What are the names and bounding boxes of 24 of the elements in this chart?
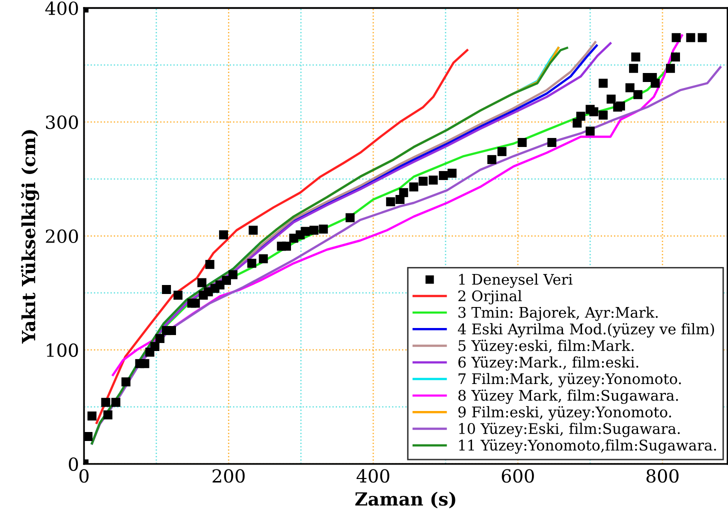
x-axis-title: Zaman (s) [355,492,456,508]
x-tick-label: 0 [79,469,89,483]
legend-label: 3 Tmin: Bajorek, Ayr:Mark. [458,306,658,321]
legend-label: 5 Yüzey:eski, film:Mark. [458,340,634,354]
line-series [96,49,468,424]
legend-label: 1 Deneysel Veri [459,274,572,288]
x-tick-label: 200 [212,469,245,483]
x-tick-label: 600 [502,469,534,483]
y-tick-label: 0 [68,457,78,472]
y-tick-label: 100 [46,343,78,358]
x-tick-label: 400 [356,469,390,483]
x-tick-label: 800 [646,469,679,483]
legend-label: 7 Film:Mark, yüzey:Yonomoto. [458,372,681,388]
y-tick-label: 300 [46,115,78,130]
legend-label: 4 Eski Ayrilma Mod.(yüzey ve film) [458,323,714,338]
legend-label: 6 Yüzey:Mark., film:eski. [458,356,638,371]
legend-label: 10 Yüzey:Eski, film:Sugawara. [459,422,680,438]
legend-label: 9 Film:eski, yüzey:Yonomoto. [458,406,672,420]
legend-label: 11 Yüzey:Yonomoto,film:Sugawara. [459,439,716,454]
y-tick-label: 400 [45,1,78,16]
y-axis-title: Yakıt Yükselkiği (cm) [20,130,40,344]
legend-label: 8 Yüzey Mark, film:Sugawara. [458,389,678,404]
y-tick-label: 200 [46,229,78,244]
legend-label: 2 Orjinal [458,290,522,304]
